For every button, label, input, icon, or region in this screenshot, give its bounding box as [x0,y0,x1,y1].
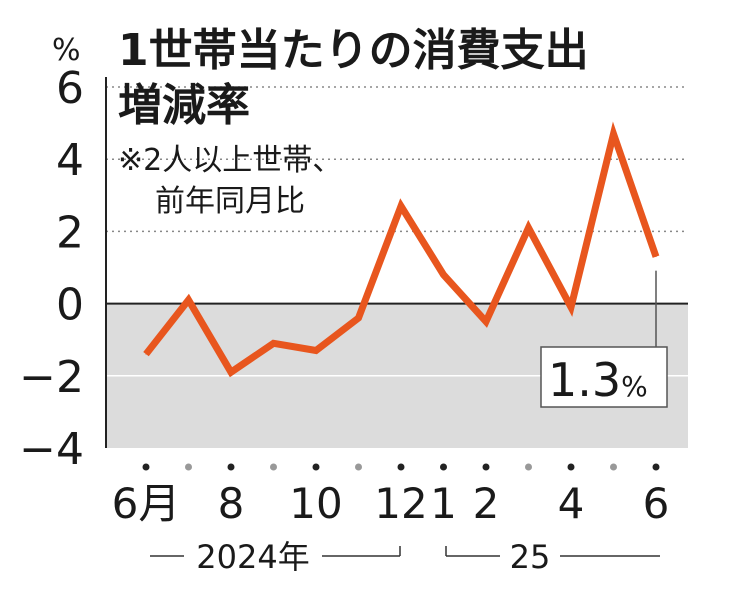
x-tick-label-2024-06: 6月 [112,479,181,528]
x-tick-dots [142,463,660,471]
data-point-2024-07 [188,299,189,301]
x-tick-label-2024-10: 10 [289,479,342,528]
data-point-2025-01 [443,274,444,276]
last-value-callout: 1.3% [540,270,668,408]
x-tick-dot-2024-09 [270,463,277,471]
y-tick-label: 2 [56,207,84,258]
x-tick-labels: 6月 8 10 12 1 2 4 6 [112,479,670,528]
y-tick-label: 6 [56,63,84,114]
y-tick-label: −2 [19,352,84,403]
data-point-2025-02 [485,321,487,323]
data-point-2025-04 [570,306,572,308]
x-tick-dot-2024-06 [142,463,150,471]
callout-box [540,346,668,408]
x-tick-dot-2025-04 [567,463,575,471]
x-tick-dot-2025-03 [525,463,532,471]
data-point-2024-12 [400,205,402,207]
x-tick-dot-2024-10 [312,463,320,471]
x-tick-dot-2025-05 [610,463,617,471]
x-tick-dot-2025-06 [652,463,660,471]
x-tick-dot-2025-02 [482,463,490,471]
data-point-2025-03 [528,227,529,229]
callout-value-unit: % [621,370,648,403]
x-tick-label-2024-08: 8 [218,479,245,528]
y-tick-label: −4 [19,424,84,475]
y-tick-label: 0 [56,280,84,331]
x-tick-dot-2024-07 [185,463,192,471]
chart-note-line2: 前年同月比 [155,184,305,219]
data-point-2024-06 [145,353,147,355]
x-tick-label-2025-02: 2 [473,479,500,528]
year-bracket-2025: 25 [445,538,660,576]
x-tick-dot-2024-08 [227,463,235,471]
x-tick-label-2024-12: 12 [374,479,427,528]
data-point-2025-05 [613,133,614,135]
data-point-2024-09 [273,342,274,344]
y-tick-label: 4 [56,135,84,186]
x-tick-label-2025-01: 1 [430,479,457,528]
year-label-2024: 2024年 [196,538,309,576]
data-point-2025-06 [655,256,657,258]
x-tick-dot-2024-12 [397,463,405,471]
x-tick-label-2025-06: 6 [643,479,670,528]
data-point-2024-10 [315,350,317,352]
chart-note-line1: ※2人以上世帯、 [118,143,342,178]
chart-title-line1: 1世帯当たりの消費支出 [118,25,589,76]
series-consumption-spending [143,121,660,378]
data-point-2024-08 [230,371,232,373]
y-unit-label: % [52,33,81,68]
chart-title-line2: 増減率 [118,80,250,131]
data-point-2024-11 [358,317,359,319]
callout-value: 1.3% [548,353,648,407]
y-tick-labels: 6 4 2 0 −2 −4 [19,63,84,475]
x-tick-dot-2024-11 [355,463,362,471]
x-tick-label-2025-04: 4 [558,479,585,528]
x-tick-dot-2025-01 [440,463,447,471]
callout-value-number: 1.3 [548,353,621,407]
year-bracket-2024: 2024年 [150,538,401,576]
year-label-2025: 25 [510,538,551,576]
